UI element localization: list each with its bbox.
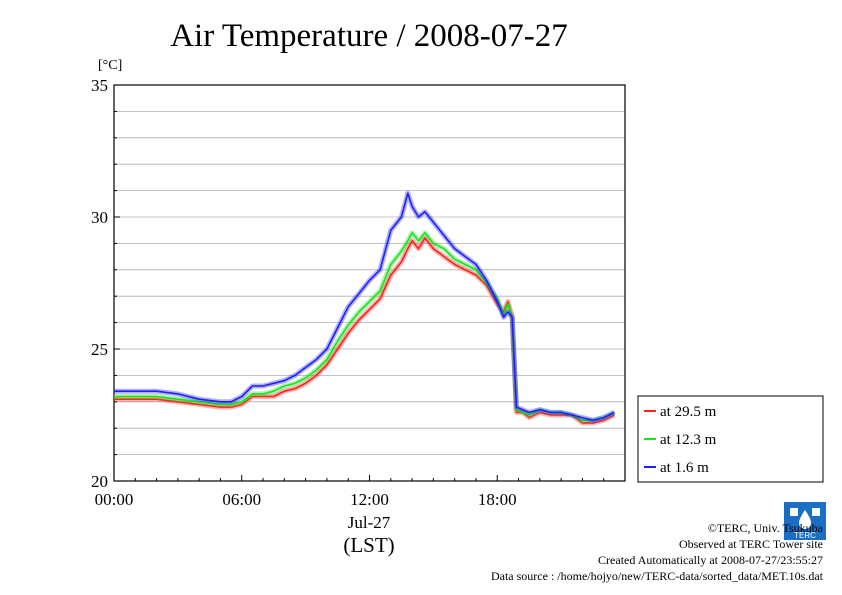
x-axis-date-label: Jul-27	[348, 513, 391, 532]
x-axis-label: (LST)	[343, 533, 394, 557]
series-lines	[114, 190, 616, 426]
y-tick-label: 30	[91, 208, 108, 227]
axis-ticks: 20 25 30 35 00:00 06:00 12:00 18:00	[91, 76, 605, 509]
grid-lines	[114, 111, 625, 456]
x-tick-label: 12:00	[350, 490, 389, 509]
series-line	[114, 237, 615, 424]
logo-text: TERC	[794, 531, 816, 540]
chart-title: Air Temperature / 2008-07-27	[170, 18, 568, 54]
y-tick-label: 35	[91, 76, 108, 95]
created-line: Created Automatically at 2008-07-27/23:5…	[598, 553, 823, 567]
x-tick-label: 18:00	[478, 490, 517, 509]
legend-label: at 12.3 m	[660, 432, 717, 448]
series-line	[114, 232, 615, 422]
legend-label: at 1.6 m	[660, 460, 709, 476]
y-tick-label: 20	[91, 472, 108, 491]
legend-box	[637, 395, 824, 483]
series-line	[114, 192, 615, 422]
series-halo	[114, 230, 616, 423]
x-tick-label: 00:00	[95, 490, 134, 509]
observation-site-line: Observed at TERC Tower site	[678, 537, 823, 551]
legend: at 29.5 m at 12.3 m at 1.6 m	[637, 395, 824, 483]
copyright-line: ©TERC, Univ. Tsukuba	[707, 521, 823, 535]
y-axis-unit: [°C]	[98, 58, 122, 73]
footer-credits: ©TERC, Univ. Tsukuba Observed at TERC To…	[491, 520, 823, 584]
y-tick-label: 25	[91, 340, 108, 359]
data-source-line: Data source : /home/hojyo/new/TERC-data/…	[490, 569, 823, 583]
x-tick-label: 06:00	[222, 490, 261, 509]
legend-label: at 29.5 m	[660, 404, 717, 420]
terc-logo: TERC	[784, 502, 826, 540]
